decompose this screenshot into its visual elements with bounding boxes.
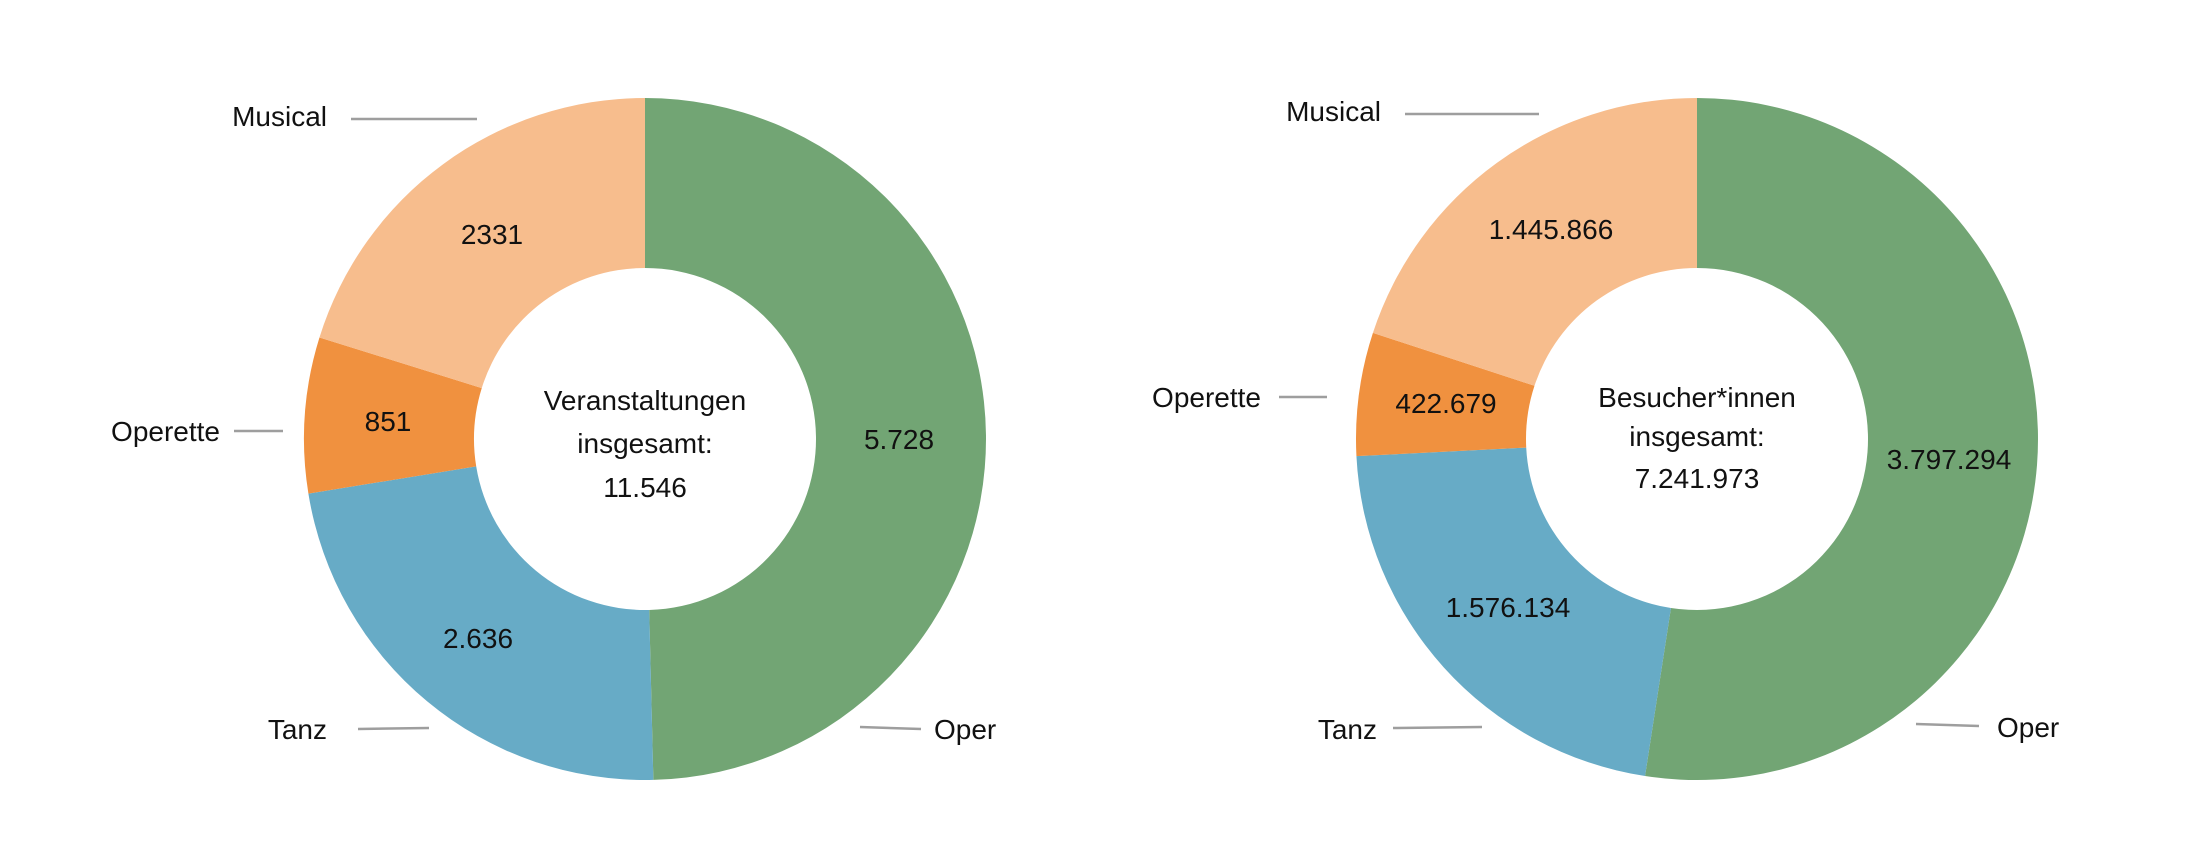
slice-musical <box>319 97 645 389</box>
value-label-tanz: 2.636 <box>443 623 513 654</box>
category-label-oper: Oper <box>1997 712 2059 743</box>
category-label-musical: Musical <box>232 101 327 132</box>
slice-oper <box>1645 98 2039 780</box>
value-label-musical: 2331 <box>461 219 523 250</box>
slice-oper <box>645 97 987 780</box>
value-label-musical: 1.445.866 <box>1489 214 1614 245</box>
category-label-musical: Musical <box>1286 96 1381 127</box>
center-label-line: 7.241.973 <box>1635 463 1760 494</box>
slice-operette <box>304 337 482 494</box>
donut-chart-2: 3.797.294 1.576.134 422.679 1.445.866 Oper Ta… <box>1152 96 2059 780</box>
leader-line-oper <box>1915 722 1980 728</box>
slice-musical <box>1372 97 1697 386</box>
value-label-oper: 3.797.294 <box>1887 444 2012 475</box>
category-label-oper: Oper <box>934 714 996 745</box>
center-label-line: Veranstaltungen <box>544 385 746 416</box>
value-label-operette: 851 <box>365 406 412 437</box>
category-label-tanz: Tanz <box>268 714 327 745</box>
leader-line-tanz <box>357 726 430 731</box>
center-label-line: insgesamt: <box>577 428 712 459</box>
value-label-tanz: 1.576.134 <box>1446 592 1571 623</box>
leader-line-oper <box>859 725 922 731</box>
value-label-operette: 422.679 <box>1395 388 1496 419</box>
category-label-tanz: Tanz <box>1318 714 1377 745</box>
category-label-operette: Operette <box>1152 382 1261 413</box>
center-label-line: 11.546 <box>603 472 687 503</box>
category-label-operette: Operette <box>111 416 220 447</box>
leader-line-tanz <box>1392 725 1483 730</box>
center-label-line: Besucher*innen <box>1598 382 1796 413</box>
donut-chart-1: 5.728 2.636 851 2331 Oper Tanz Operette Musical… <box>111 97 996 780</box>
value-label-oper: 5.728 <box>864 424 934 455</box>
slice-tanz <box>308 466 654 780</box>
center-label-line: insgesamt: <box>1629 421 1764 452</box>
slice-tanz <box>1356 447 1671 777</box>
slice-operette <box>1356 332 1535 457</box>
